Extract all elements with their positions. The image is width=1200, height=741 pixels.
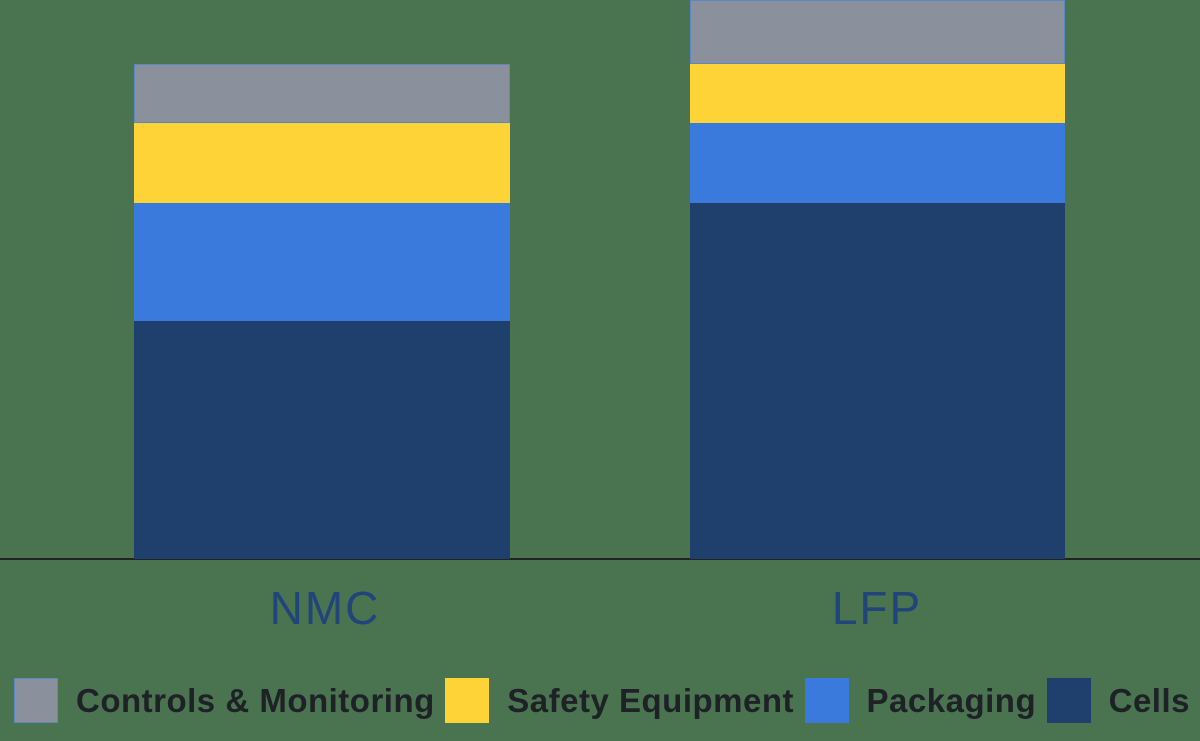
legend-label-safety-equipment: Safety Equipment bbox=[507, 681, 795, 719]
segment-cells-nmc bbox=[134, 321, 510, 559]
bar-lfp bbox=[690, 0, 1065, 559]
legend-item-controls-monitoring: Controls & Monitoring bbox=[14, 678, 435, 723]
category-label-nmc: NMC bbox=[269, 582, 381, 634]
segment-safety-equipment-lfp bbox=[690, 64, 1065, 124]
legend-item-cells: Cells bbox=[1046, 678, 1190, 723]
category-label-lfp: LFP bbox=[831, 582, 923, 634]
segment-controls-monitoring-nmc bbox=[134, 64, 510, 124]
legend: Controls & Monitoring Safety Equipment Pac… bbox=[14, 677, 1190, 724]
legend-swatch-controls-monitoring bbox=[14, 678, 58, 723]
legend-swatch-packaging bbox=[804, 678, 849, 723]
segment-packaging-nmc bbox=[134, 202, 510, 322]
segment-packaging-lfp bbox=[690, 123, 1065, 203]
legend-label-packaging: Packaging bbox=[866, 681, 1037, 719]
legend-label-controls-monitoring: Controls & Monitoring bbox=[76, 681, 435, 719]
legend-item-packaging: Packaging bbox=[804, 678, 1037, 723]
legend-swatch-cells bbox=[1046, 678, 1091, 723]
segment-cells-lfp bbox=[690, 202, 1065, 559]
segment-safety-equipment-nmc bbox=[134, 123, 510, 203]
segment-controls-monitoring-lfp bbox=[690, 0, 1065, 64]
legend-item-safety-equipment: Safety Equipment bbox=[445, 678, 794, 723]
x-axis-line bbox=[0, 558, 1200, 560]
bar-nmc bbox=[134, 64, 510, 559]
legend-swatch-safety-equipment bbox=[445, 678, 490, 723]
legend-label-cells: Cells bbox=[1108, 681, 1190, 719]
